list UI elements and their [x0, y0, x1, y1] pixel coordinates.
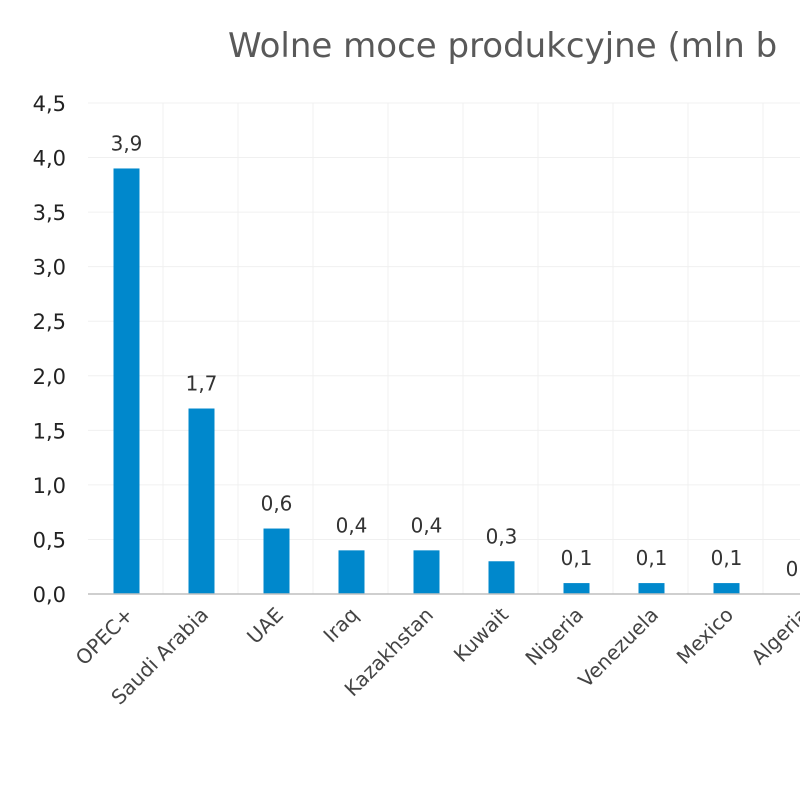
y-tick-label: 0,0: [33, 583, 66, 607]
bar: [188, 408, 215, 594]
x-tick-label: Algeria: [746, 603, 800, 670]
x-tick-label: Venezuela: [573, 603, 663, 693]
data-label: 0,4: [411, 513, 443, 537]
data-label: 0,0: [786, 557, 800, 581]
bar: [563, 583, 590, 594]
y-tick-label: 4,5: [33, 92, 66, 116]
data-label: 3,9: [111, 131, 143, 155]
x-tick-label: OPEC+: [71, 603, 138, 670]
data-label: 0,6: [261, 492, 293, 516]
gridlines: [88, 102, 800, 594]
x-tick-label: UAE: [242, 603, 288, 649]
data-label: 1,7: [186, 372, 218, 396]
bar: [338, 550, 365, 594]
y-tick-label: 1,0: [33, 474, 66, 498]
y-tick-label: 1,5: [33, 419, 66, 443]
data-label: 0,1: [636, 546, 668, 570]
y-tick-label: 2,0: [33, 365, 66, 389]
data-label: 0,4: [336, 513, 368, 537]
y-tick-label: 4,0: [33, 147, 66, 171]
y-tick-label: 0,5: [33, 528, 66, 552]
y-tick-label: 2,5: [33, 310, 66, 334]
x-tick-label: Nigeria: [520, 603, 588, 671]
y-tick-label: 3,0: [33, 256, 66, 280]
bar: [488, 561, 515, 594]
chart-title: Wolne moce produkcyjne (mln b: [228, 26, 777, 66]
bar: [413, 550, 440, 594]
data-label: 0,3: [486, 524, 518, 548]
y-tick-label: 3,5: [33, 201, 66, 225]
x-tick-label: Iraq: [318, 603, 363, 648]
data-label: 0,1: [561, 546, 593, 570]
bar: [263, 528, 290, 594]
y-axis-ticks: 0,0 0,5 1,0 1,5 2,0 2,5 3,0 3,5 4,0 4,5: [33, 92, 66, 607]
bar: [113, 168, 140, 594]
bar: [638, 583, 665, 594]
data-label: 0,1: [711, 546, 743, 570]
bar: [713, 583, 740, 594]
x-tick-label: Kuwait: [449, 602, 513, 666]
x-tick-label: Mexico: [672, 603, 738, 669]
